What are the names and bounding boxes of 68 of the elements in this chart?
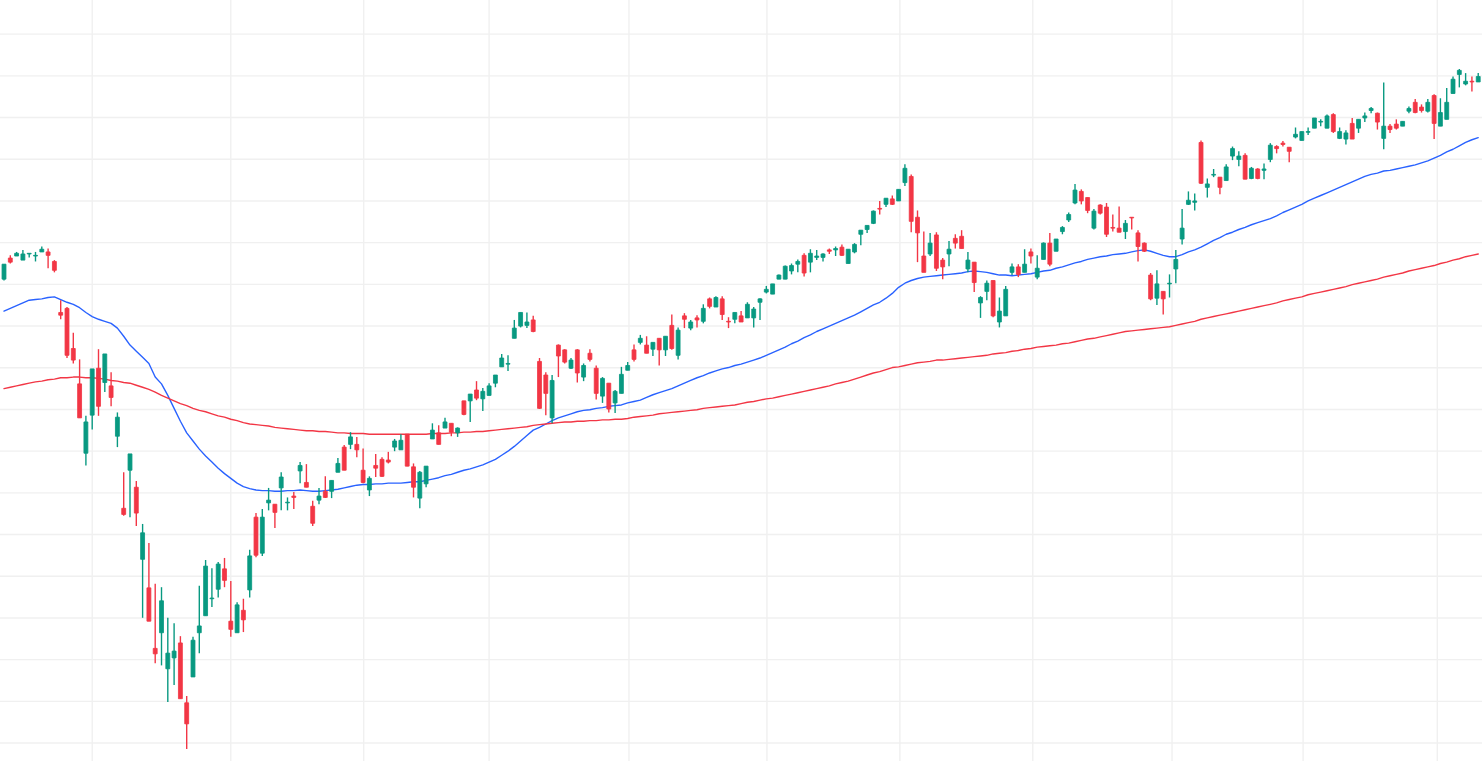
candlestick — [978, 295, 983, 319]
candlestick — [921, 230, 927, 274]
candlestick — [656, 337, 662, 367]
candlestick — [480, 387, 486, 412]
candlestick — [1091, 208, 1097, 231]
candlestick — [341, 444, 347, 471]
candlestick — [423, 465, 429, 488]
candlestick — [927, 232, 933, 257]
candlestick — [1469, 75, 1475, 93]
candlestick — [1173, 249, 1179, 284]
candlestick — [669, 313, 675, 351]
candlestick — [1047, 232, 1053, 267]
candlestick — [1330, 112, 1336, 134]
candlestick — [1034, 254, 1040, 280]
candlestick — [467, 393, 473, 423]
candlestick — [1305, 126, 1311, 136]
candlestick — [310, 500, 316, 527]
candlestick — [115, 411, 120, 448]
candlestick — [108, 371, 114, 408]
candlestick — [474, 380, 479, 401]
candlestick — [965, 251, 971, 274]
candlestick — [1148, 272, 1153, 301]
candlestick — [1261, 162, 1267, 180]
candlestick — [757, 297, 763, 321]
candlestick — [1154, 269, 1160, 306]
candlestick — [700, 303, 706, 325]
candlestick — [45, 247, 51, 269]
candlestick — [1242, 152, 1248, 180]
candlestick — [663, 335, 668, 357]
candlestick — [228, 580, 234, 638]
candlestick — [984, 279, 990, 301]
candlestick — [858, 229, 864, 246]
candlestick — [121, 471, 127, 517]
candlestick — [1160, 290, 1166, 316]
candlestick — [1456, 68, 1462, 89]
candlestick — [127, 453, 133, 518]
candlestick — [241, 598, 246, 633]
candlestick — [196, 585, 202, 654]
candlestick — [1123, 219, 1128, 240]
candlestick — [1381, 81, 1387, 150]
candlestick — [1116, 205, 1122, 233]
candlestick — [694, 314, 700, 329]
candlestick — [971, 261, 977, 293]
candlestick — [574, 348, 580, 384]
candlestick — [222, 557, 227, 588]
candlestick — [1167, 273, 1172, 299]
candlestick — [354, 436, 360, 459]
candlestick — [946, 240, 952, 267]
candlestick — [1204, 177, 1210, 199]
candlestick — [266, 487, 271, 512]
candlestick — [152, 583, 158, 665]
candlestick — [600, 376, 605, 404]
candlestick — [184, 695, 190, 750]
candlestick — [511, 319, 517, 340]
candlestick — [1349, 117, 1355, 140]
candlestick — [297, 461, 303, 484]
candlestick — [1179, 208, 1185, 246]
candlestick — [278, 471, 284, 512]
candlestick — [1267, 142, 1273, 163]
candlestick — [272, 503, 278, 529]
candlestick — [367, 475, 372, 497]
candlestick — [801, 252, 807, 278]
candlestick — [902, 163, 908, 187]
candlestick — [795, 258, 801, 274]
candlestick — [719, 295, 725, 321]
candlestick — [360, 447, 366, 484]
candlestick — [1022, 248, 1027, 274]
candlestick — [304, 463, 309, 488]
